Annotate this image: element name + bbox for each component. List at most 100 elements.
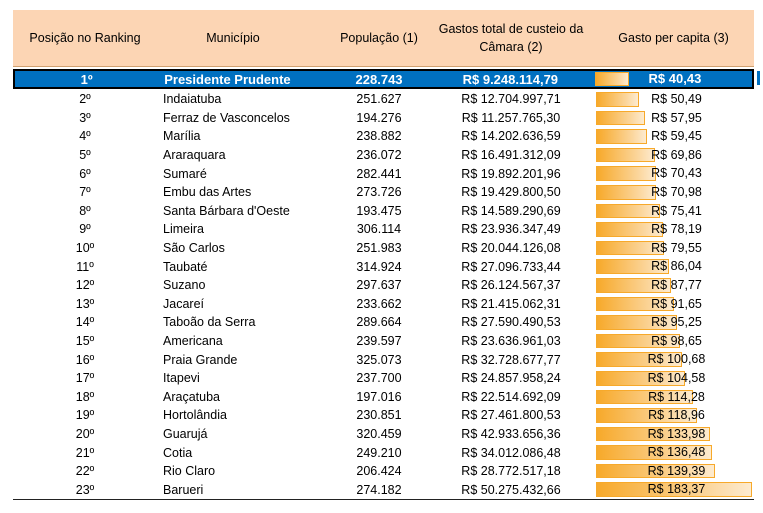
cell-percapita: R$ 57,95	[593, 109, 754, 128]
percapita-value: R$ 139,39	[647, 463, 706, 478]
percapita-value: R$ 133,98	[647, 426, 706, 441]
cell-percapita: R$ 75,41	[593, 202, 754, 221]
percapita-bar	[596, 240, 664, 256]
percapita-bar	[596, 370, 685, 386]
cell-rank: 22º	[75, 464, 95, 479]
cell-populacao: 251.983	[356, 241, 402, 256]
percapita-value: R$ 40,43	[648, 71, 702, 86]
percapita-value: R$ 57,95	[651, 110, 702, 125]
cell-gastos: R$ 26.124.567,37	[461, 278, 561, 293]
table-header: Posição no Ranking Município População (…	[13, 10, 754, 67]
table-row: 21º Cotia 249.210 R$ 34.012.086,48 R$ 136,48	[13, 443, 754, 462]
percapita-value: R$ 86,04	[651, 259, 702, 274]
cell-gastos: R$ 11.257.765,30	[461, 110, 561, 125]
cell-percapita: R$ 91,65	[593, 295, 754, 314]
percapita-value: R$ 70,98	[651, 184, 702, 199]
cell-gastos: R$ 21.415.062,31	[461, 296, 561, 311]
cell-municipio: Marília	[163, 129, 201, 144]
header-rank-label: Posição no Ranking	[29, 31, 141, 45]
cell-populacao: 237.700	[356, 371, 402, 386]
table-row: 12º Suzano 297.637 R$ 26.124.567,37 R$ 87,77	[13, 276, 754, 295]
cell-gastos: R$ 20.044.126,08	[461, 241, 561, 256]
cell-gastos: R$ 12.704.997,71	[461, 92, 561, 107]
cell-gastos: R$ 22.514.692,09	[461, 389, 561, 404]
table-row: 2º Indaiatuba 251.627 R$ 12.704.997,71 R$ 50…	[13, 90, 754, 109]
cell-gastos: R$ 14.589.290,69	[461, 203, 561, 218]
table-row: 8º Santa Bárbara d'Oeste 193.475 R$ 14.589.…	[13, 202, 754, 221]
percapita-value: R$ 50,49	[651, 92, 702, 106]
cell-municipio: Limeira	[163, 222, 204, 237]
cell-populacao: 233.662	[356, 296, 402, 311]
table-row: 22º Rio Claro 206.424 R$ 28.772.517,18 R$ 13…	[13, 462, 754, 481]
cell-rank: 12º	[75, 278, 95, 293]
cell-gastos: R$ 27.590.490,53	[461, 315, 561, 330]
cell-percapita: R$ 104,58	[593, 369, 754, 388]
cell-rank: 19º	[75, 408, 95, 423]
cell-municipio: Indaiatuba	[163, 92, 222, 107]
header-municipio: Município	[157, 10, 329, 66]
percapita-bar	[596, 482, 752, 498]
cell-populacao: 194.276	[356, 110, 402, 125]
cell-gastos: R$ 9.248.114,79	[462, 71, 559, 87]
cell-percapita: R$ 133,98	[593, 425, 754, 444]
cell-rank: 18º	[75, 389, 95, 404]
table-row: 20º Guarujá 320.459 R$ 42.933.656,36 R$ 133,…	[13, 425, 754, 444]
cell-populacao: 251.627	[356, 92, 402, 107]
cell-populacao: 206.424	[356, 464, 402, 479]
cell-municipio: Suzano	[163, 278, 206, 293]
cell-rank: 23º	[75, 482, 95, 497]
cell-municipio: Cotia	[163, 445, 193, 460]
cell-gastos: R$ 14.202.636,59	[461, 129, 561, 144]
cell-gastos: R$ 32.728.677,77	[461, 352, 561, 367]
cell-gastos: R$ 24.857.958,24	[461, 371, 561, 386]
cell-municipio: Ferraz de Vasconcelos	[163, 110, 290, 125]
cell-percapita: R$ 139,39	[593, 462, 754, 481]
cell-municipio: Americana	[163, 334, 223, 349]
header-gastos: Gastos total de custeio da Câmara (2)	[429, 10, 593, 66]
cell-populacao: 236.072	[356, 148, 402, 163]
cell-rank: 8º	[79, 203, 91, 218]
percapita-value: R$ 104,58	[647, 370, 706, 385]
header-percapita: Gasto per capita (3)	[593, 10, 754, 66]
cell-percapita: R$ 40,43	[592, 71, 752, 87]
cell-rank: 3º	[79, 110, 91, 125]
cell-populacao: 239.597	[356, 334, 402, 349]
cell-populacao: 274.182	[356, 482, 402, 497]
percapita-value: R$ 114,28	[648, 389, 705, 404]
percapita-bar	[596, 184, 656, 200]
cell-municipio: Jacareí	[163, 296, 204, 311]
cell-populacao: 230.851	[356, 408, 402, 423]
cell-rank: 14º	[75, 315, 95, 330]
cell-rank: 9º	[79, 222, 91, 237]
cell-percapita: R$ 79,55	[593, 239, 754, 258]
percapita-bar	[596, 259, 669, 274]
cell-rank: 2º	[79, 92, 91, 107]
cell-municipio: Itapevi	[163, 371, 200, 386]
table-row: 23º Barueri 274.182 R$ 50.275.432,66 R$ 183,…	[13, 480, 754, 501]
percapita-bar	[596, 315, 677, 330]
cell-municipio: Taubaté	[163, 259, 208, 274]
cell-populacao: 238.882	[356, 129, 402, 144]
table-row: 17º Itapevi 237.700 R$ 24.857.958,24 R$ 104,…	[13, 369, 754, 388]
header-populacao-label: População (1)	[340, 31, 418, 45]
percapita-bar	[596, 389, 693, 405]
cell-gastos: R$ 27.461.800,53	[461, 408, 561, 423]
cell-populacao: 273.726	[356, 185, 402, 200]
percapita-bar	[596, 110, 645, 126]
cell-gastos: R$ 42.933.656,36	[461, 426, 561, 441]
header-gastos-line2: Câmara (2)	[479, 40, 543, 54]
percapita-bar	[596, 445, 712, 460]
cell-municipio: São Carlos	[163, 241, 225, 256]
cell-percapita: R$ 70,98	[593, 183, 754, 202]
cell-rank: 17º	[75, 371, 95, 386]
cell-municipio: Rio Claro	[163, 464, 216, 479]
cell-populacao: 197.016	[356, 389, 402, 404]
table-row: 6º Sumaré 282.441 R$ 19.892.201,96 R$ 70,43	[13, 164, 754, 183]
header-municipio-label: Município	[206, 31, 260, 45]
percapita-value: R$ 98,65	[651, 333, 702, 348]
table-row-highlighted: 1º Presidente Prudente 228.743 R$ 9.248.114…	[13, 69, 754, 89]
cell-municipio: Barueri	[163, 482, 204, 497]
cell-percapita: R$ 50,49	[593, 90, 754, 109]
percapita-bar	[596, 333, 680, 349]
percapita-bar	[596, 352, 682, 367]
